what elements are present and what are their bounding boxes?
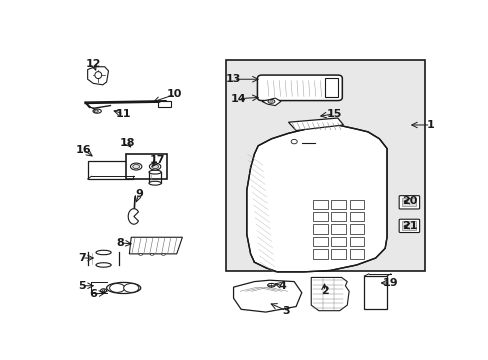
Ellipse shape	[132, 165, 139, 168]
Text: 15: 15	[325, 109, 341, 119]
Text: 9: 9	[135, 189, 142, 199]
Ellipse shape	[130, 163, 142, 170]
Ellipse shape	[269, 100, 272, 102]
Text: 21: 21	[401, 221, 417, 231]
Polygon shape	[129, 237, 182, 254]
Text: 12: 12	[85, 59, 101, 69]
Text: 7: 7	[78, 253, 86, 263]
Bar	[349, 212, 363, 221]
Ellipse shape	[123, 284, 139, 292]
Text: 6: 6	[89, 289, 97, 299]
Bar	[349, 237, 363, 246]
Bar	[312, 225, 327, 234]
Ellipse shape	[139, 253, 142, 255]
Bar	[349, 249, 363, 259]
FancyBboxPatch shape	[398, 195, 419, 209]
Polygon shape	[233, 280, 301, 312]
Ellipse shape	[106, 283, 141, 293]
Text: 8: 8	[116, 238, 123, 248]
Bar	[312, 237, 327, 246]
Bar	[364, 276, 386, 309]
Bar	[158, 101, 171, 107]
Ellipse shape	[109, 284, 124, 292]
Bar	[331, 249, 345, 259]
Text: 5: 5	[78, 281, 85, 291]
Text: 17: 17	[150, 155, 165, 165]
Polygon shape	[311, 278, 348, 311]
Ellipse shape	[94, 110, 98, 112]
Bar	[125, 154, 167, 179]
Ellipse shape	[149, 163, 161, 170]
Ellipse shape	[161, 253, 165, 255]
Bar	[324, 78, 337, 97]
Ellipse shape	[267, 99, 274, 103]
Bar	[312, 199, 327, 209]
Text: 1: 1	[426, 120, 434, 130]
Ellipse shape	[267, 283, 275, 287]
Text: 19: 19	[382, 278, 398, 288]
Text: 16: 16	[76, 145, 91, 155]
Text: 18: 18	[120, 138, 135, 148]
Bar	[331, 199, 345, 209]
Text: 11: 11	[116, 109, 131, 119]
Bar	[401, 221, 415, 230]
Bar	[87, 161, 133, 179]
Polygon shape	[128, 209, 138, 224]
Bar	[331, 212, 345, 221]
Bar	[331, 237, 345, 246]
Bar	[331, 225, 345, 234]
Circle shape	[290, 139, 297, 144]
Bar	[312, 249, 327, 259]
Ellipse shape	[96, 263, 111, 267]
Ellipse shape	[149, 181, 161, 185]
Bar	[349, 199, 363, 209]
Text: 4: 4	[278, 281, 286, 291]
Bar	[225, 60, 424, 270]
Ellipse shape	[93, 109, 101, 113]
Text: 3: 3	[282, 306, 290, 316]
Text: 13: 13	[225, 74, 241, 84]
Ellipse shape	[102, 290, 105, 292]
FancyBboxPatch shape	[398, 219, 419, 233]
Ellipse shape	[149, 170, 161, 174]
Ellipse shape	[96, 250, 111, 255]
Text: 14: 14	[230, 94, 246, 104]
Bar	[401, 198, 415, 206]
FancyBboxPatch shape	[257, 75, 342, 100]
Ellipse shape	[95, 72, 102, 78]
Polygon shape	[246, 125, 386, 272]
Polygon shape	[288, 118, 343, 131]
Polygon shape	[262, 98, 280, 105]
Ellipse shape	[150, 253, 154, 255]
Ellipse shape	[151, 165, 158, 168]
Ellipse shape	[101, 289, 106, 293]
Text: 10: 10	[167, 90, 182, 99]
Bar	[312, 212, 327, 221]
Text: 20: 20	[401, 196, 417, 206]
Text: 2: 2	[320, 286, 328, 296]
Polygon shape	[87, 67, 108, 85]
Bar	[349, 225, 363, 234]
